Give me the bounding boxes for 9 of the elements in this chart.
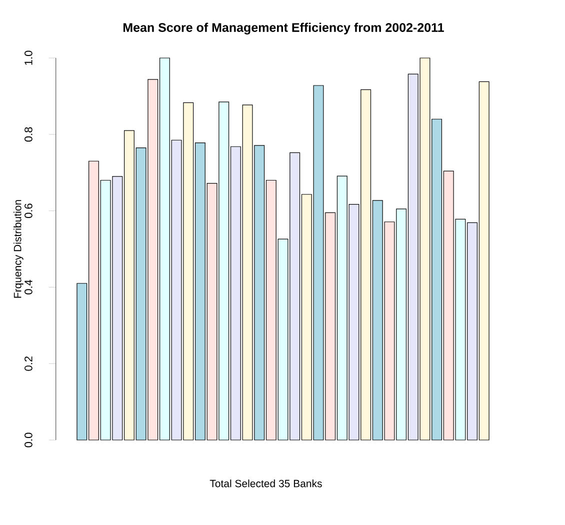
- chart-title: Mean Score of Management Efficiency from 2002-2011: [123, 22, 444, 34]
- y-tick-label: 0.8: [24, 127, 32, 142]
- y-tick-label: 0.6: [24, 204, 32, 218]
- y-tick-label: 1.0: [24, 50, 32, 65]
- y-tick-label: 0.2: [24, 356, 32, 371]
- y-tick-label: 0.4: [24, 280, 32, 294]
- y-axis-title: Frquency Distribution: [14, 200, 24, 298]
- y-tick-label: 0.0: [24, 432, 32, 448]
- x-axis-title: Total Selected 35 Banks: [210, 480, 322, 488]
